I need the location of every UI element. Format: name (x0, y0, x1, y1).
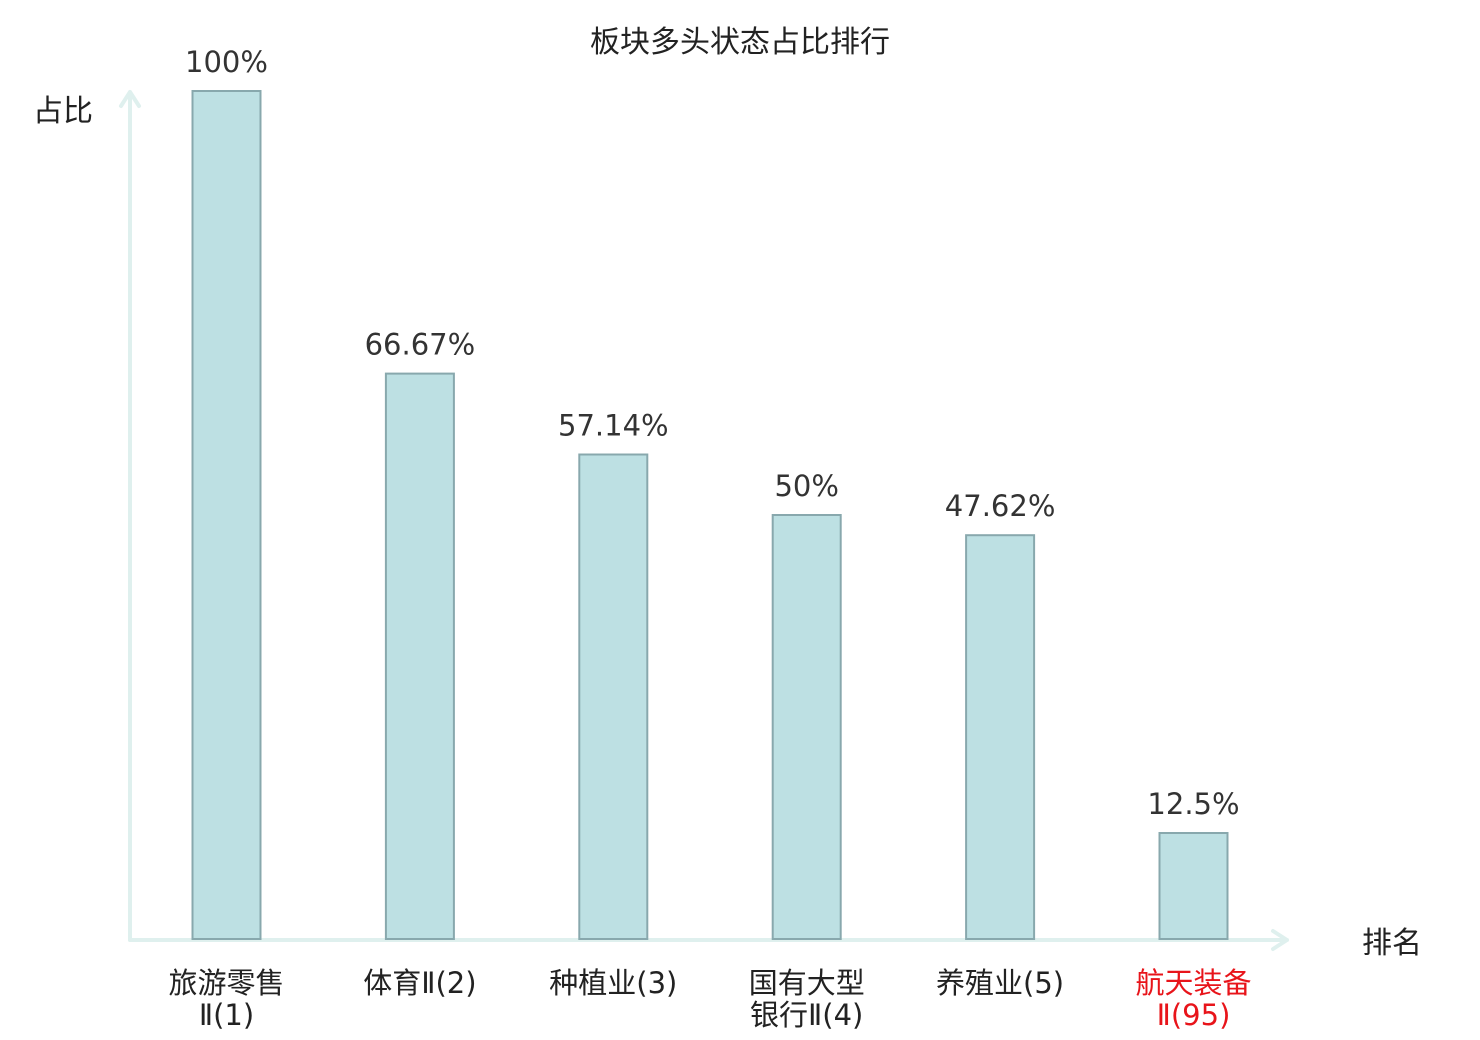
bars-group (191, 90, 1229, 941)
bar-value-label: 100% (185, 45, 268, 79)
category-label: 航天装备 Ⅱ(95) (1135, 966, 1251, 1032)
category-label: 国有大型银行Ⅱ(4) (749, 966, 865, 1032)
x-axis (128, 929, 1289, 951)
bar-value-label: 47.62% (945, 489, 1056, 523)
bar (965, 534, 1036, 940)
bar (384, 372, 455, 941)
bar-value-label: 12.5% (1147, 787, 1239, 821)
bar (1158, 832, 1229, 940)
category-label: 旅游零售 Ⅱ(1) (168, 966, 284, 1032)
chart-title: 板块多头状态占比排行 (590, 25, 890, 60)
bar (191, 90, 262, 940)
bar-value-label: 50% (774, 469, 838, 503)
y-axis (119, 90, 141, 942)
category-label: 养殖业(5) (936, 966, 1064, 1000)
category-label: 种植业(3) (549, 966, 677, 1000)
value-labels-group: 100% 66.67% 57.14% 50% 47.62% 12.5% (185, 45, 1240, 821)
category-label: 体育Ⅱ(2) (363, 966, 476, 1000)
bar (771, 514, 842, 940)
bar-value-label: 57.14% (558, 409, 669, 443)
bar-value-label: 66.67% (365, 328, 476, 362)
bar (578, 453, 649, 940)
y-axis-label: 占比 (33, 94, 93, 129)
category-labels-group: 旅游零售 Ⅱ(1) 体育Ⅱ(2) 种植业(3) 国有大型银行Ⅱ(4) 养殖业(5) 航天装备… (168, 966, 1251, 1032)
x-axis-label: 排名 (1362, 926, 1422, 961)
